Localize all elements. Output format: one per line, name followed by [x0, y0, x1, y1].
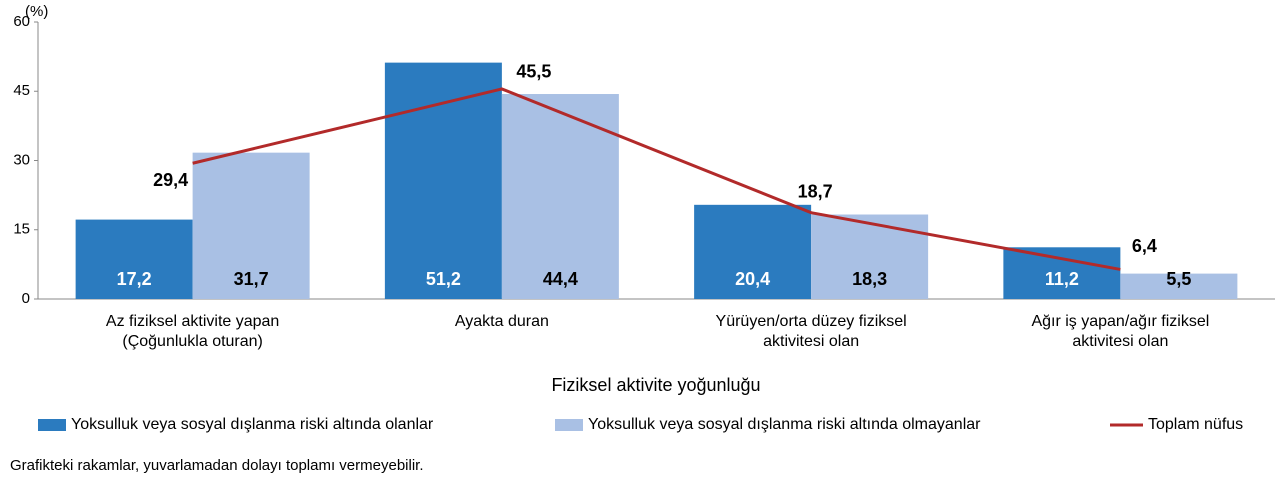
data-label: 29,4 [153, 170, 188, 190]
y-tick-label: 60 [13, 13, 30, 30]
line [192, 87, 1121, 271]
data-label: 44,4 [543, 269, 578, 289]
x-tick-label: Yürüyen/orta düzey fiziksel aktivitesi o… [715, 313, 907, 350]
x-axis-title: Fiziksel aktivite yoğunluğu [551, 375, 760, 395]
y-tick-label: 15 [13, 221, 30, 238]
data-label: 31,7 [234, 269, 269, 289]
bar [1003, 247, 1121, 299]
x-tick-label: Ağır iş yapan/ağır fiziksel aktivitesi o… [1031, 313, 1210, 350]
x-tick-label: Az fiziksel aktivite yapan (Çoğunlukla o… [105, 313, 280, 350]
bar [1120, 273, 1238, 299]
data-label: 20,4 [735, 269, 770, 289]
data-label: 11,2 [1045, 269, 1079, 289]
y-tick-label: 0 [22, 290, 30, 307]
y-tick-label: 45 [13, 82, 30, 99]
legend-swatch [555, 419, 583, 431]
y-unit: (%) [25, 3, 48, 20]
data-label: 45,5 [516, 62, 551, 82]
bar [694, 204, 812, 299]
bar [384, 62, 502, 300]
data-label: 5,5 [1166, 269, 1191, 289]
note: Grafikteki rakamlar, yuvarlamadan dolayı… [10, 457, 424, 474]
data-label: 17,2 [117, 269, 152, 289]
legend-swatch [38, 419, 66, 431]
legend-label: Yoksulluk veya sosyal dışlanma riski alt… [71, 416, 434, 433]
y-tick-label: 30 [13, 151, 30, 168]
data-label: 18,3 [852, 269, 887, 289]
legend-label: Toplam nüfus [1148, 416, 1243, 433]
data-label: 51,2 [426, 269, 461, 289]
bar [75, 219, 193, 299]
data-label: 18,7 [798, 181, 833, 201]
bar [811, 214, 929, 299]
bar [192, 152, 310, 299]
data-label: 6,4 [1132, 236, 1157, 256]
legend-label: Yoksulluk veya sosyal dışlanma riski alt… [588, 416, 981, 433]
x-tick-label: Ayakta duran [454, 313, 549, 330]
